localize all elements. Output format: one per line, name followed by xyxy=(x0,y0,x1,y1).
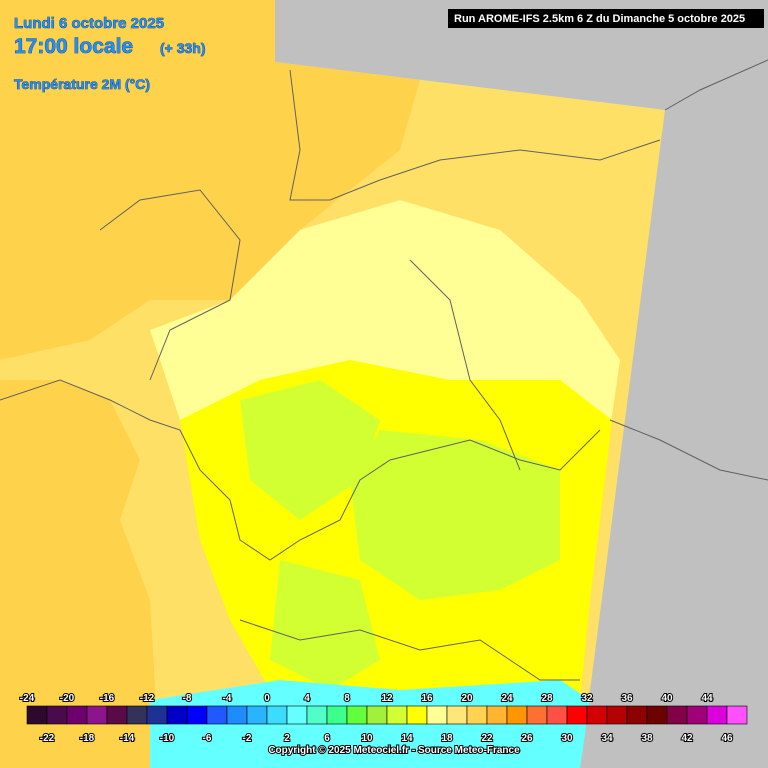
border-line xyxy=(609,419,768,481)
warm-zone xyxy=(0,380,160,768)
legend-label: 8 xyxy=(344,693,350,704)
legend-cell xyxy=(466,705,488,725)
legend-label: -24 xyxy=(20,693,35,704)
legend-cell xyxy=(566,705,588,725)
legend-label: 28 xyxy=(541,693,553,704)
border-line xyxy=(409,259,521,471)
green-zone xyxy=(240,380,380,520)
legend-cell xyxy=(686,705,708,725)
legend-cell xyxy=(186,705,208,725)
legend-label: -12 xyxy=(140,693,155,704)
legend-cell xyxy=(426,705,448,725)
border-line xyxy=(239,619,580,681)
lead-label: (+ 33h) xyxy=(160,40,206,56)
legend-label: -20 xyxy=(60,693,75,704)
legend-cell xyxy=(246,705,268,725)
time-label: 17:00 locale xyxy=(14,35,133,58)
legend-label: 18 xyxy=(441,733,453,744)
legend-label: 46 xyxy=(721,733,733,744)
legend-cell xyxy=(506,705,528,725)
legend-label: 38 xyxy=(641,733,653,744)
legend-label: 30 xyxy=(561,733,573,744)
legend-label: 0 xyxy=(264,693,270,704)
legend-label: -18 xyxy=(80,733,95,744)
legend-cell xyxy=(146,705,168,725)
legend-label: 4 xyxy=(304,693,310,704)
legend-cell xyxy=(546,705,568,725)
legend-cell xyxy=(446,705,468,725)
legend-cell xyxy=(366,705,388,725)
date-label: Lundi 6 octobre 2025 xyxy=(14,15,164,32)
copyright: Copyright © 2025 Meteociel.fr - Source M… xyxy=(268,745,520,756)
legend-label: -16 xyxy=(100,693,115,704)
legend-label: 14 xyxy=(401,733,413,744)
legend-label: 36 xyxy=(621,693,633,704)
legend-cell xyxy=(486,705,508,725)
legend-cell xyxy=(606,705,628,725)
legend-cell xyxy=(266,705,288,725)
legend-label: 34 xyxy=(601,733,613,744)
legend-label: 22 xyxy=(481,733,493,744)
legend-label: 20 xyxy=(461,693,473,704)
warm-zone xyxy=(0,0,420,360)
legend: -24-22-20-18-16-14-12-10-8-6-4-202468101… xyxy=(19,692,748,745)
legend-label: -8 xyxy=(183,693,192,704)
legend-label: -6 xyxy=(203,733,212,744)
legend-label: 26 xyxy=(521,733,533,744)
legend-cell xyxy=(666,705,688,725)
legend-cell xyxy=(166,705,188,725)
legend-label: 10 xyxy=(361,733,373,744)
coast-line xyxy=(99,189,241,381)
legend-cell xyxy=(106,705,128,725)
legend-cell xyxy=(706,705,728,725)
legend-cell xyxy=(66,705,88,725)
legend-label: 24 xyxy=(501,693,513,704)
legend-cell xyxy=(626,705,648,725)
legend-cell xyxy=(346,705,368,725)
green-zone xyxy=(270,560,380,690)
legend-label: 2 xyxy=(284,733,290,744)
legend-cell xyxy=(286,705,308,725)
legend-label: -4 xyxy=(223,693,232,704)
coast-line xyxy=(289,69,661,201)
legend-label: 32 xyxy=(581,693,593,704)
legend-cell xyxy=(646,705,668,725)
legend-label: -10 xyxy=(160,733,175,744)
run-box xyxy=(448,9,764,28)
legend-cell xyxy=(206,705,228,725)
legend-label: 16 xyxy=(421,693,433,704)
legend-cell xyxy=(386,705,408,725)
legend-label: 12 xyxy=(381,693,393,704)
legend-label: 6 xyxy=(324,733,330,744)
legend-cell xyxy=(586,705,608,725)
run-label: Run AROME-IFS 2.5km 6 Z du Dimanche 5 oc… xyxy=(454,13,745,25)
legend-label: 44 xyxy=(701,693,713,704)
legend-label: -2 xyxy=(243,733,252,744)
legend-cell xyxy=(526,705,548,725)
legend-cell xyxy=(406,705,428,725)
coast-line xyxy=(664,59,768,111)
legend-cell xyxy=(126,705,148,725)
legend-label: 40 xyxy=(661,693,673,704)
legend-cell xyxy=(306,705,328,725)
green-zone xyxy=(350,430,560,600)
legend-label: -22 xyxy=(40,733,55,744)
legend-cell xyxy=(46,705,68,725)
legend-cell xyxy=(226,705,248,725)
legend-cell xyxy=(326,705,348,725)
legend-label: 42 xyxy=(681,733,693,744)
parameter-label: Température 2M (°C) xyxy=(14,76,150,92)
legend-cell xyxy=(86,705,108,725)
legend-label: -14 xyxy=(120,733,135,744)
legend-cell xyxy=(26,705,48,725)
legend-cell xyxy=(726,705,748,725)
border-line xyxy=(0,379,601,561)
